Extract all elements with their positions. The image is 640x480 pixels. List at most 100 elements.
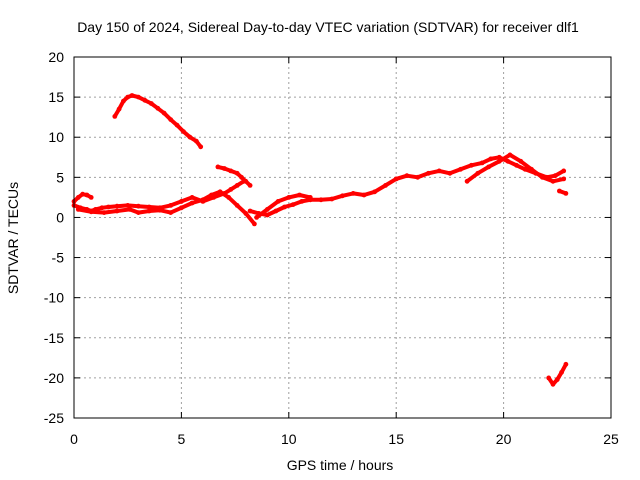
data-point [179, 205, 184, 211]
data-point [148, 101, 154, 106]
data-point [275, 199, 281, 204]
data-point [84, 192, 90, 198]
y-tick-label: -10 [44, 290, 64, 306]
data-point [127, 207, 133, 212]
data-point [136, 210, 141, 216]
data-point [264, 212, 270, 218]
y-tick-label: -25 [44, 410, 64, 426]
data-point [114, 208, 120, 214]
data-point [129, 93, 135, 98]
x-tick-labels: 0 5 10 15 20 25 [70, 431, 619, 447]
data-point [372, 189, 378, 195]
data-point [234, 203, 240, 208]
data-point [168, 210, 174, 216]
data-series [71, 93, 569, 387]
y-tick-label: 20 [48, 49, 64, 65]
data-point [228, 187, 234, 192]
data-point [189, 195, 195, 200]
grid-lines [74, 57, 611, 418]
data-point [290, 202, 296, 208]
chart-title: Day 150 of 2024, Sidereal Day-to-day VTE… [77, 19, 579, 35]
data-point [529, 166, 534, 172]
data-point [146, 204, 152, 210]
data-point [318, 197, 324, 203]
y-tick-label: 5 [56, 169, 64, 185]
data-point [247, 208, 253, 214]
data-point [307, 195, 313, 200]
data-point [75, 195, 81, 200]
data-point [125, 94, 131, 100]
data-point [297, 192, 302, 198]
data-point [554, 377, 560, 382]
data-point [217, 189, 223, 195]
data-point [252, 221, 257, 227]
data-point [559, 369, 564, 375]
x-tick-label: 10 [281, 431, 297, 447]
y-tick-label: 15 [48, 89, 64, 105]
data-point [561, 168, 567, 174]
data-point [273, 208, 279, 214]
data-point [194, 138, 199, 144]
data-point [393, 176, 399, 182]
data-point [106, 204, 111, 210]
x-tick-label: 15 [388, 431, 404, 447]
data-point [234, 170, 240, 176]
data-point [155, 105, 161, 111]
x-tick-label: 5 [178, 431, 186, 447]
data-point [507, 152, 513, 158]
series-line-track-d [112, 93, 203, 149]
data-point [286, 195, 292, 200]
x-tick-label: 25 [603, 431, 619, 447]
data-point [228, 168, 234, 174]
data-point [226, 195, 232, 200]
y-tick-label: -5 [52, 250, 65, 266]
data-point [458, 166, 463, 172]
data-point [209, 192, 214, 198]
data-point [121, 98, 126, 104]
data-point [146, 208, 152, 214]
data-point [561, 176, 567, 182]
data-point [436, 168, 442, 174]
y-axis-label: SDTVAR / TECUs [5, 182, 21, 294]
data-point [340, 193, 345, 199]
data-point [264, 207, 270, 212]
data-point [189, 200, 195, 206]
data-point [550, 178, 556, 184]
data-point [486, 164, 491, 170]
y-tick-label: -15 [44, 330, 64, 346]
data-point [496, 158, 502, 164]
data-point [350, 191, 356, 196]
axis-ticks [73, 56, 612, 419]
data-point [282, 204, 287, 210]
data-point [125, 203, 131, 208]
data-point [168, 117, 174, 122]
data-point [464, 178, 470, 184]
y-tick-label: 10 [48, 129, 64, 145]
data-point [215, 164, 221, 170]
data-point [426, 170, 431, 176]
data-point [563, 191, 569, 196]
data-point [479, 160, 485, 166]
data-point [550, 381, 556, 387]
data-point [75, 207, 81, 212]
data-point [198, 144, 204, 150]
data-point [361, 192, 367, 198]
data-point [136, 94, 141, 100]
data-point [88, 195, 94, 200]
x-axis-label: GPS time / hours [287, 457, 394, 473]
data-point [505, 158, 511, 164]
series-line-track-h [465, 152, 566, 184]
data-point [80, 191, 85, 197]
data-point [161, 110, 167, 116]
data-point [415, 174, 421, 180]
data-point [200, 197, 206, 203]
y-tick-labels: -25 -20 -15 -10 -5 0 5 10 15 20 [44, 49, 64, 426]
y-tick-label: -20 [44, 370, 64, 386]
data-point [181, 129, 186, 135]
data-point [136, 203, 141, 209]
data-point [383, 183, 388, 188]
data-point [243, 211, 249, 216]
plot-frame [73, 56, 612, 419]
data-point [518, 158, 524, 164]
